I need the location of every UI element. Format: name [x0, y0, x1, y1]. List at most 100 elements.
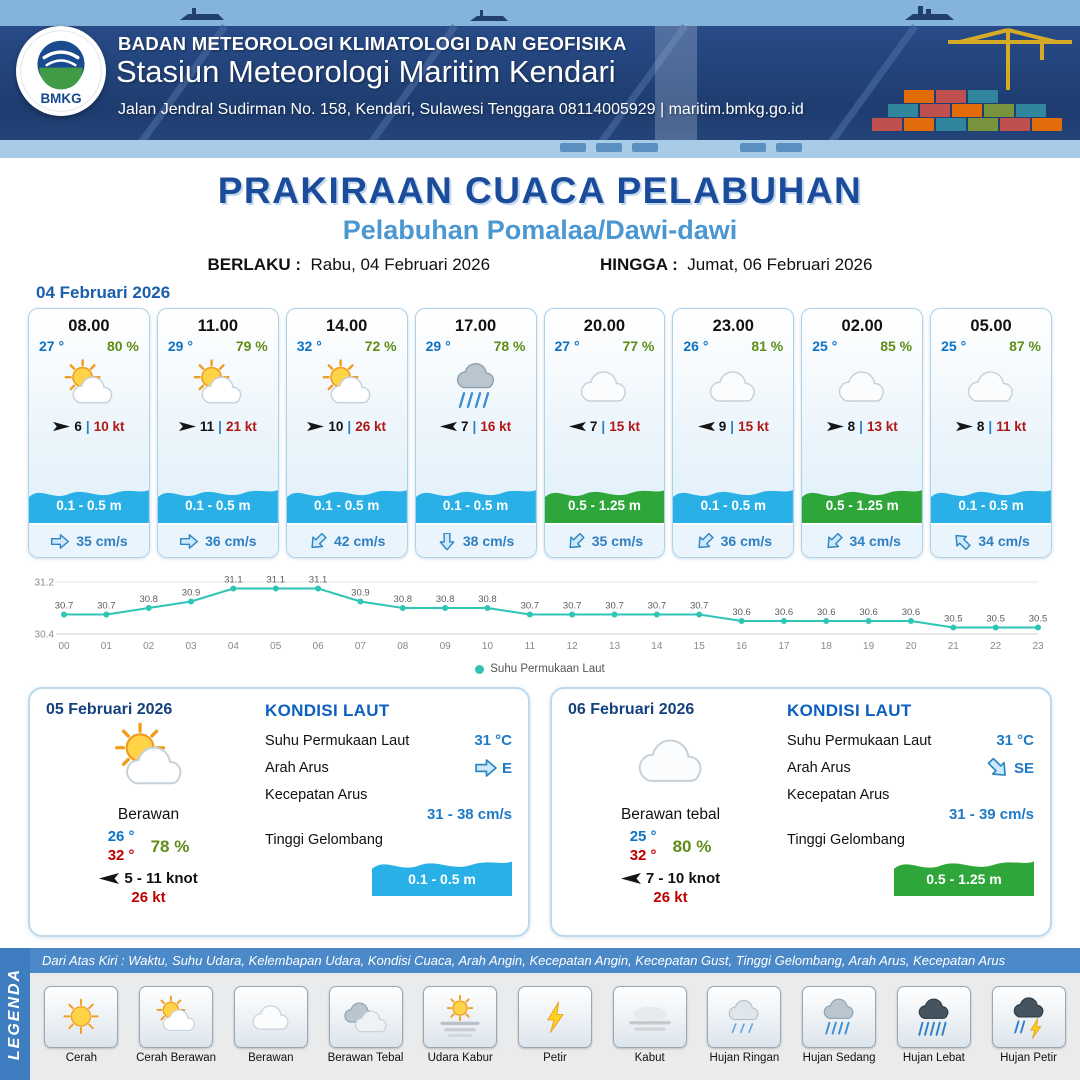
current-row: 36 cm/s	[157, 523, 278, 557]
svg-text:00: 00	[58, 641, 70, 652]
weather-icon-cerah-berawan	[47, 357, 131, 415]
wind-direction-icon	[99, 871, 120, 886]
humidity: 81 %	[751, 338, 784, 354]
current-speed-value: 31 - 39 cm/s	[948, 806, 1034, 823]
daily-temp-min: 26 °	[107, 828, 135, 845]
wind-row: 8 | 11 kt	[955, 419, 1026, 434]
legend-icon-berawan	[233, 985, 308, 1048]
daily-weather-summary: 06 Februari 2026 Berawan tebal 25 ° 32 ° …	[568, 701, 773, 923]
current-speed-label: Kecepatan Arus	[265, 787, 368, 803]
wind-direction-icon	[826, 420, 844, 433]
validity-to: HINGGA : Jumat, 06 Februari 2026	[600, 255, 872, 275]
legend-item-label: Udara Kabur	[427, 1051, 493, 1064]
current-speed: 38 cm/s	[462, 533, 515, 549]
svg-text:05: 05	[270, 641, 282, 652]
air-temp: 27 °	[554, 338, 580, 354]
svg-text:30.7: 30.7	[55, 601, 74, 612]
station-name: Stasiun Meteorologi Maritim Kendari	[116, 54, 616, 89]
legend-title-bar: LEGENDA	[0, 948, 30, 1080]
current-direction-icon	[566, 532, 586, 550]
daily-temp-max: 32 °	[629, 846, 657, 864]
current-direction-icon	[824, 532, 844, 550]
svg-text:14: 14	[651, 641, 663, 652]
chart-legend-label: Suhu Permukaan Laut	[490, 663, 605, 675]
temp-humidity-row: 27 ° 80 %	[29, 336, 149, 354]
legend-item-label: Kabut	[634, 1051, 665, 1064]
svg-text:10: 10	[482, 641, 494, 652]
forecast-card: 14.00 32 ° 72 % 10 | 26 kt 0.1 - 0.5 m 42 c…	[285, 308, 408, 558]
wind-row: 6 | 10 kt	[53, 419, 124, 434]
legend-item-label: Cerah	[65, 1051, 98, 1064]
svg-text:18: 18	[821, 641, 833, 652]
svg-text:16: 16	[736, 641, 748, 652]
humidity: 77 %	[622, 338, 655, 354]
temp-humidity-row: 29 ° 79 %	[158, 336, 278, 354]
legend-item: Hujan Sedang	[793, 985, 885, 1064]
current-row: 34 cm/s	[802, 523, 923, 557]
wave-height: 0.5 - 1.25 m	[825, 498, 899, 513]
daily-card: 05 Februari 2026 Berawan 26 ° 32 ° 78 % 5…	[28, 687, 530, 937]
current-speed-label: Kecepatan Arus	[787, 787, 890, 803]
wave-height: 0.1 - 0.5 m	[56, 498, 122, 513]
svg-text:30.4: 30.4	[35, 630, 55, 641]
svg-text:22: 22	[990, 641, 1002, 652]
weather-icon-berawan	[691, 357, 775, 415]
weather-icon-hujan-sedang	[434, 357, 518, 415]
legend-icon-cerah	[44, 985, 119, 1048]
svg-text:13: 13	[609, 641, 621, 652]
temp-humidity-row: 29 ° 78 %	[416, 336, 536, 354]
legend-item: Petir	[509, 985, 601, 1064]
legend-note: Dari Atas Kiri : Waktu, Suhu Udara, Kele…	[30, 948, 1080, 973]
validity-from: BERLAKU : Rabu, 04 Februari 2026	[208, 255, 491, 275]
legend-icon-hujan-lebat	[896, 985, 971, 1048]
wave-height-label: Tinggi Gelombang	[787, 832, 905, 848]
current-row: 35 cm/s	[544, 523, 665, 557]
legend-item-label: Berawan Tebal	[327, 1051, 404, 1064]
svg-text:11: 11	[525, 641, 536, 652]
legend-item-label: Hujan Petir	[1000, 1051, 1057, 1064]
temp-humidity-row: 27 ° 77 %	[545, 336, 665, 354]
forecast-card: 08.00 27 ° 80 % 6 | 10 kt 0.1 - 0.5 m 35 cm…	[28, 308, 150, 558]
chart-legend-dot-icon	[475, 664, 485, 674]
daily-wind: 5 - 11 knot	[99, 870, 198, 887]
current-direction-value: E	[474, 758, 512, 778]
humidity: 85 %	[880, 338, 913, 354]
daily-wave-height: 0.5 - 1.25 m	[926, 871, 1002, 887]
sst-value: 31 °C	[474, 732, 512, 749]
humidity: 72 %	[364, 338, 397, 354]
sst-label: Suhu Permukaan Laut	[265, 732, 410, 749]
svg-text:30.7: 30.7	[690, 601, 709, 612]
wind-speed: 11	[199, 419, 215, 434]
wave-height-band: 0.1 - 0.5 m	[157, 481, 278, 523]
current-direction-icon	[695, 532, 715, 550]
sst-chart-section: 31.2 30.4 30.7 00 30.7 01 30.8 02 30.9 03 31.1 04 31…	[28, 566, 1052, 676]
air-temp: 25 °	[812, 338, 838, 354]
svg-text:30.8: 30.8	[139, 594, 158, 605]
forecast-card: 05.00 25 ° 87 % 8 | 11 kt 0.1 - 0.5 m 34 cm…	[930, 308, 1052, 558]
air-temp: 26 °	[683, 338, 709, 354]
svg-text:30.9: 30.9	[182, 588, 201, 599]
wave-height: 0.1 - 0.5 m	[442, 498, 509, 513]
legend-icon-hujan-petir	[991, 985, 1066, 1048]
legend-icon-hujan-ringan	[707, 985, 782, 1048]
wind-direction-icon	[178, 420, 196, 433]
svg-text:09: 09	[440, 641, 452, 652]
svg-text:31.1: 31.1	[309, 575, 328, 586]
legend-icon-petir	[517, 985, 592, 1048]
current-direction-icon	[50, 533, 70, 550]
svg-text:07: 07	[355, 641, 367, 652]
humidity: 78 %	[493, 338, 526, 354]
gust-speed: 13 kt	[866, 419, 898, 434]
legend-icon-berawan-tebal	[328, 985, 403, 1048]
forecast-time: 14.00	[326, 317, 368, 335]
wind-speed: 7	[589, 419, 598, 434]
title-section: PRAKIRAAN CUACA PELABUHAN Pelabuhan Poma…	[0, 158, 1080, 275]
gust-speed: 15 kt	[738, 419, 769, 434]
wave-height: 0.1 - 0.5 m	[314, 498, 380, 513]
legend-title: LEGENDA	[6, 967, 24, 1061]
svg-text:30.7: 30.7	[605, 601, 624, 612]
humidity: 80 %	[106, 338, 139, 354]
berlaku-value: Rabu, 04 Februari 2026	[310, 255, 491, 274]
wind-direction-icon	[620, 871, 641, 886]
legend-main: Dari Atas Kiri : Waktu, Suhu Udara, Kele…	[30, 948, 1080, 1080]
